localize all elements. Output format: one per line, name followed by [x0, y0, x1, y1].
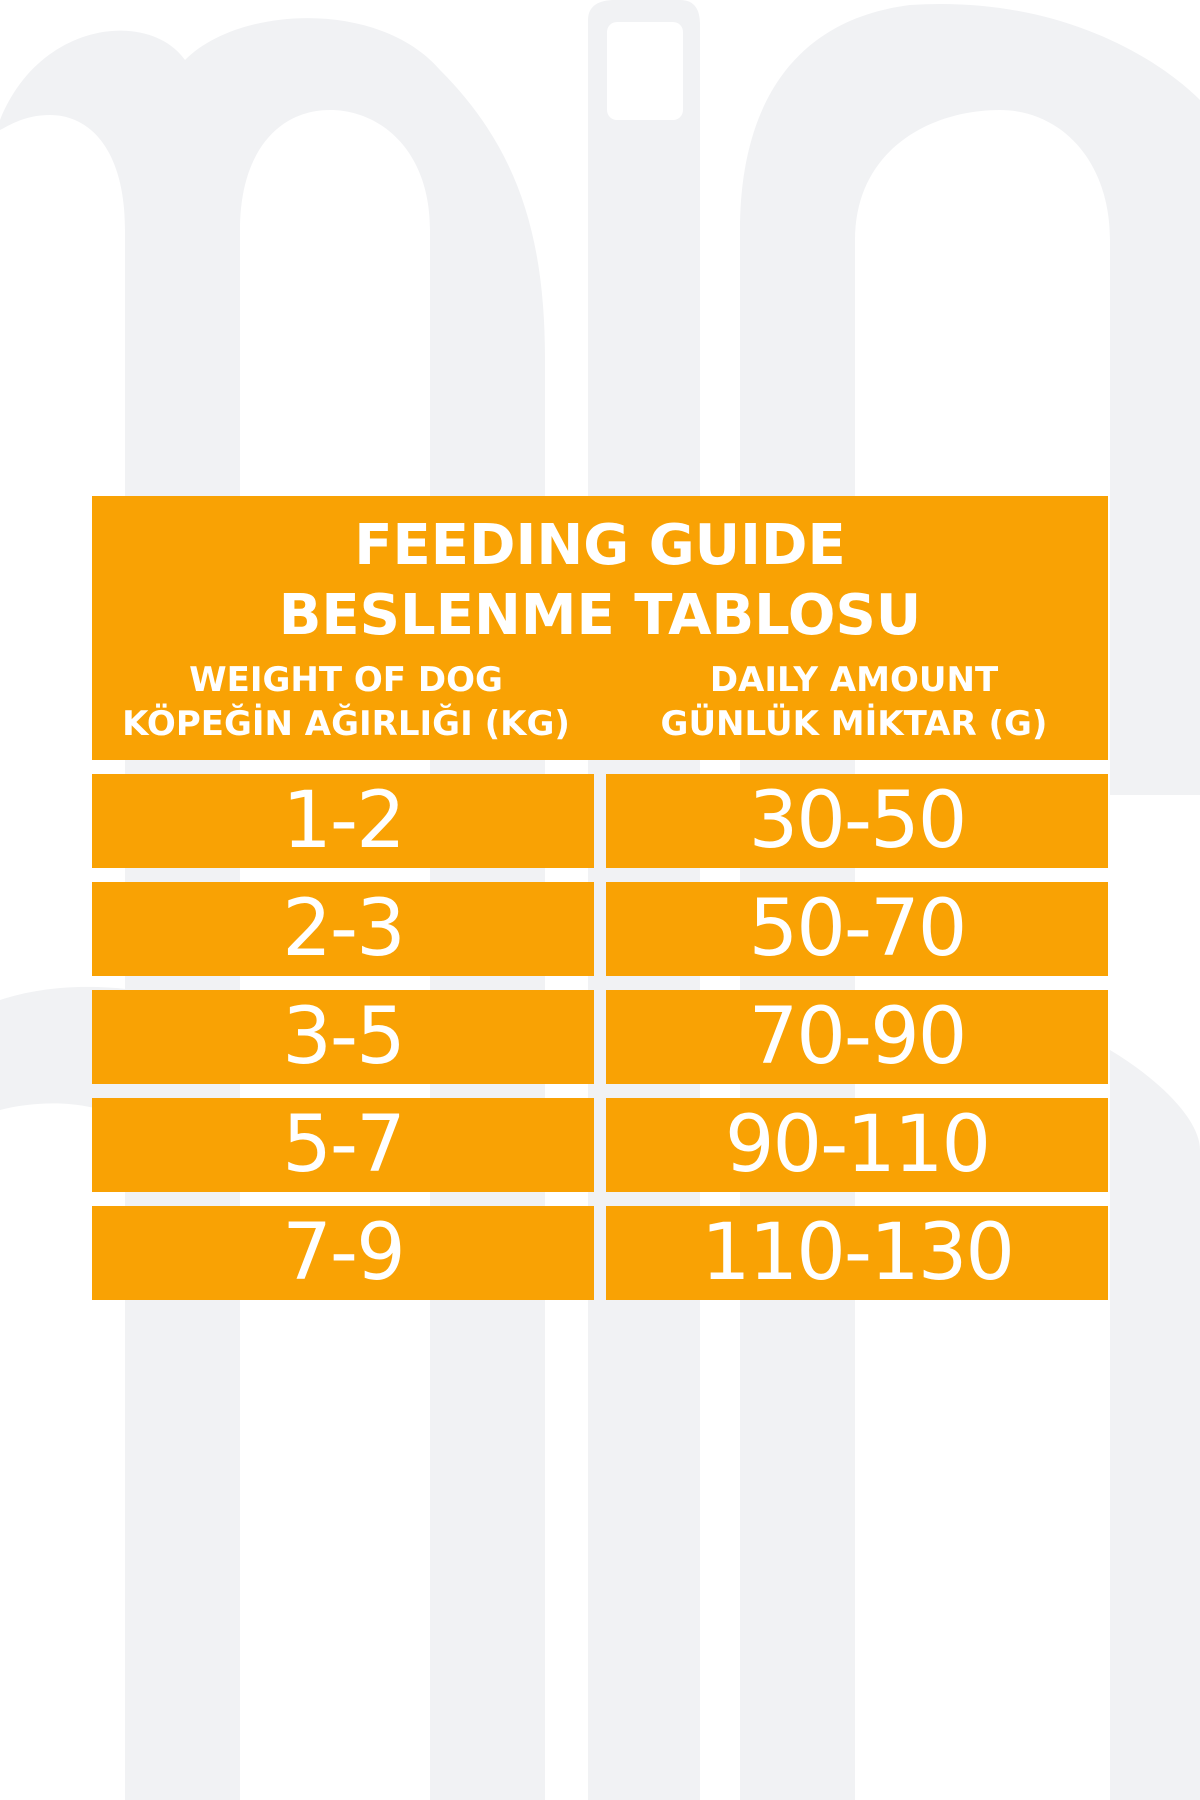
amount-cell: 50-70 — [606, 882, 1108, 976]
column-header-amount-tr: GÜNLÜK MİKTAR (G) — [660, 704, 1048, 744]
weight-cell: 5-7 — [92, 1098, 594, 1192]
weight-cell: 2-3 — [92, 882, 594, 976]
amount-cell: 90-110 — [606, 1098, 1108, 1192]
column-header-weight-en: WEIGHT OF DOG — [189, 660, 503, 700]
watermark-i-counter — [607, 22, 683, 120]
amount-cell: 30-50 — [606, 774, 1108, 868]
column-header-weight: WEIGHT OF DOG KÖPEĞİN AĞIRLIĞI (KG) — [92, 658, 600, 746]
weight-cell: 7-9 — [92, 1206, 594, 1300]
watermark-lower-right-arc — [1110, 1050, 1200, 1800]
weight-cell: 3-5 — [92, 990, 594, 1084]
table-row: 5-7 90-110 — [92, 1098, 1108, 1192]
amount-cell: 110-130 — [606, 1206, 1108, 1300]
title-english: FEEDING GUIDE — [354, 513, 846, 578]
table-body: 1-2 30-50 2-3 50-70 3-5 70-90 5-7 90-110… — [92, 774, 1108, 1300]
table-header: FEEDING GUIDE BESLENME TABLOSU WEIGHT OF… — [92, 496, 1108, 760]
column-header-amount: DAILY AMOUNT GÜNLÜK MİKTAR (G) — [600, 658, 1108, 746]
amount-cell: 70-90 — [606, 990, 1108, 1084]
table-row: 1-2 30-50 — [92, 774, 1108, 868]
column-header-weight-tr: KÖPEĞİN AĞIRLIĞI (KG) — [122, 704, 570, 744]
watermark-letter-n — [740, 4, 1200, 1800]
feeding-guide-table: FEEDING GUIDE BESLENME TABLOSU WEIGHT OF… — [92, 496, 1108, 1300]
weight-cell: 1-2 — [92, 774, 594, 868]
column-header-amount-en: DAILY AMOUNT — [709, 660, 999, 700]
title-turkish: BESLENME TABLOSU — [278, 583, 922, 648]
table-row: 3-5 70-90 — [92, 990, 1108, 1084]
table-row: 2-3 50-70 — [92, 882, 1108, 976]
table-row: 7-9 110-130 — [92, 1206, 1108, 1300]
